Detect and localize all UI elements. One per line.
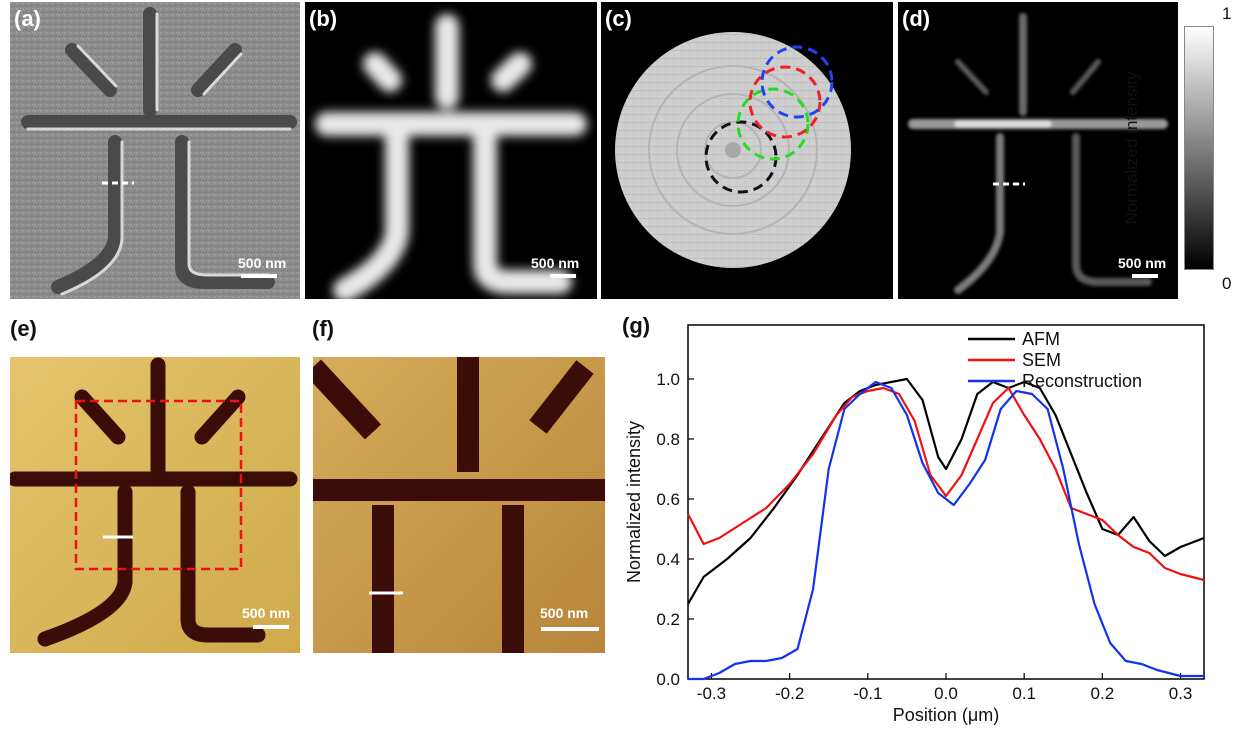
scale-bar-label: 500 nm: [238, 255, 287, 271]
scan-pattern-drawing: [615, 32, 851, 268]
colorbar-min: 0: [1222, 274, 1232, 293]
probe-circle-blue: [760, 45, 834, 119]
scale-bar: [1132, 274, 1158, 278]
colorbar: [1184, 26, 1214, 270]
line-profile-chart: -0.3 -0.2 -0.1 0.0 0.1 0.2 0.3 0.0 0.2 0.4 0.6 0.8 1…: [624, 324, 1205, 725]
x-tick-label: -0.2: [775, 684, 804, 703]
afm-character-drawing: [10, 357, 300, 653]
y-axis-label: Normalized intensity: [624, 421, 644, 583]
probe-circle-black: [704, 120, 778, 194]
scale-bar-label: 500 nm: [1118, 255, 1167, 271]
scale-bar-label: 500 nm: [540, 605, 589, 621]
panel-label: (e): [10, 316, 37, 341]
panel-label: (d): [902, 6, 931, 31]
panel-d-reconstruction: (d) 500 nm: [898, 2, 1178, 299]
reconstruction-drawing: [908, 13, 1168, 294]
panel-f-afm-zoom: 500 nm: [313, 357, 605, 653]
series-line-sem: [687, 386, 1205, 582]
scale-bar: [241, 274, 277, 278]
y-tick-label: 0.8: [656, 430, 680, 449]
scale-bar-label: 500 nm: [531, 255, 580, 271]
panel-label: (a): [14, 6, 41, 31]
y-tick-label: 0.0: [656, 670, 680, 689]
x-tick-label: -0.3: [697, 684, 726, 703]
panel-a-sem-image: (a) 500 nm: [10, 2, 300, 299]
blurred-character-drawing: [315, 14, 587, 299]
legend-label-afm: AFM: [1022, 329, 1060, 349]
y-tick-label: 0.6: [656, 490, 680, 509]
x-axis-label: Position (μm): [893, 705, 999, 725]
afm-zoom-drawing: [313, 357, 605, 653]
panel-label: (c): [605, 6, 632, 31]
legend-label-reconstruction: Reconstruction: [1022, 371, 1142, 391]
panel-c-probe-scan: (c): [601, 2, 893, 299]
scale-bar: [253, 625, 289, 629]
colorbar-max: 1: [1222, 4, 1232, 23]
x-tick-label: -0.1: [853, 684, 882, 703]
legend-label-sem: SEM: [1022, 350, 1061, 370]
scale-bar: [550, 274, 576, 278]
y-tick-label: 0.2: [656, 610, 680, 629]
y-tick-label: 1.0: [656, 370, 680, 389]
scale-bar: [541, 627, 599, 631]
probe-circle-green: [736, 87, 810, 161]
series-line-afm: [687, 377, 1205, 605]
x-tick-label: 0.0: [934, 684, 958, 703]
panel-label: (b): [309, 6, 338, 31]
panel-label: (f): [312, 316, 334, 341]
probe-circle-red: [748, 65, 822, 139]
y-tick-label: 0.4: [656, 550, 680, 569]
x-tick-label: 0.1: [1012, 684, 1036, 703]
colorbar-title: Normalized intensity: [1122, 71, 1141, 225]
panel-e-afm-image: 500 nm: [10, 357, 300, 653]
series-line-reconstruction: [688, 380, 1204, 681]
panel-label: (g): [622, 313, 651, 338]
scale-bar-label: 500 nm: [242, 605, 291, 621]
x-tick-label: 0.3: [1169, 684, 1193, 703]
panel-b-image: (b) 500 nm: [305, 2, 597, 299]
sem-character-drawing: [10, 2, 300, 299]
x-tick-label: 0.2: [1091, 684, 1115, 703]
